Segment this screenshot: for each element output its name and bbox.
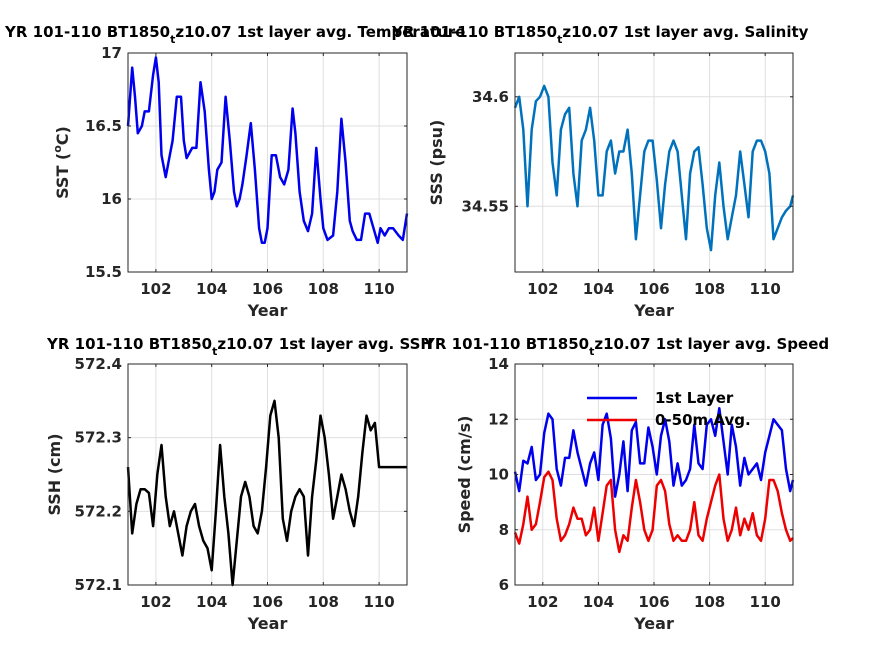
- y-axis-label: SSH (cm): [45, 433, 64, 515]
- y-tick-label: 34.6: [472, 88, 509, 106]
- x-tick-label: 108: [308, 593, 339, 611]
- y-tick-label: 6: [499, 576, 509, 594]
- y-axis-label: SSS (psu): [427, 120, 446, 206]
- x-tick-label: 108: [308, 280, 339, 298]
- x-tick-label: 106: [252, 593, 283, 611]
- y-tick-label: 10: [488, 466, 509, 484]
- y-tick-label: 572.4: [75, 355, 122, 373]
- x-tick-label: 102: [527, 280, 558, 298]
- chart-title: YR 101-110 BT1850tz10.07 1st layer avg. …: [391, 23, 809, 46]
- series-line-1: [126, 399, 407, 587]
- series-line-1: [513, 84, 795, 252]
- x-tick-label: 110: [363, 280, 394, 298]
- y-tick-label: 572.3: [75, 429, 122, 447]
- x-axis-label: Year: [633, 301, 674, 320]
- legend-label: 1st Layer: [655, 389, 734, 407]
- x-tick-label: 110: [750, 593, 781, 611]
- x-tick-label: 104: [196, 593, 227, 611]
- x-axis-label: Year: [247, 614, 288, 633]
- chart-panel-4: 102 104 106 108 110 6 8 10 12 14 Year Speed (cm/s) Y…: [423, 335, 829, 633]
- chart-title: YR 101-110 BT1850tz10.07 1st layer avg. …: [423, 335, 829, 358]
- y-axis-label: SST (oC): [51, 126, 72, 199]
- x-tick-label: 106: [638, 280, 669, 298]
- y-tick-label: 16.5: [85, 117, 122, 135]
- y-tick-label: 8: [499, 521, 509, 539]
- y-tick-label: 572.1: [75, 576, 122, 594]
- x-tick-label: 110: [750, 280, 781, 298]
- y-tick-label: 16: [101, 190, 122, 208]
- x-tick-label: 102: [140, 280, 171, 298]
- y-axis-label: Speed (cm/s): [455, 416, 474, 534]
- chart-panel-1: 102 104 106 108 110 15.5 16 16.5 17 Year SST (oC) Y…: [4, 23, 465, 320]
- series-line-2: [513, 470, 794, 554]
- y-tick-label: 34.55: [462, 197, 509, 215]
- chart-title: YR 101-110 BT1850tz10.07 1st layer avg. …: [4, 23, 465, 46]
- x-tick-label: 106: [638, 593, 669, 611]
- chart-title: YR 101-110 BT1850tz10.07 1st layer avg. …: [46, 335, 433, 358]
- x-tick-label: 106: [252, 280, 283, 298]
- x-tick-label: 102: [527, 593, 558, 611]
- x-axis-label: Year: [633, 614, 674, 633]
- x-tick-label: 102: [140, 593, 171, 611]
- x-tick-label: 104: [196, 280, 227, 298]
- x-tick-label: 108: [694, 280, 725, 298]
- chart-panel-2: 102 104 106 108 110 34.55 34.6 Year SSS (psu) YR …: [391, 23, 809, 320]
- x-tick-label: 108: [694, 593, 725, 611]
- chart-panel-3: 102 104 106 108 110 572.1 572.2 572.3 572.4 Year S…: [45, 335, 433, 633]
- x-tick-label: 110: [363, 593, 394, 611]
- y-tick-label: 12: [488, 410, 509, 428]
- x-tick-label: 104: [583, 593, 614, 611]
- y-tick-label: 17: [101, 44, 122, 62]
- y-tick-label: 14: [488, 355, 509, 373]
- series-line-1: [513, 406, 795, 498]
- x-axis-label: Year: [247, 301, 288, 320]
- y-tick-label: 572.2: [75, 502, 122, 520]
- legend-label: 0-50m Avg.: [655, 411, 751, 429]
- y-tick-label: 15.5: [85, 263, 122, 281]
- x-tick-label: 104: [583, 280, 614, 298]
- series-line-1: [126, 56, 409, 245]
